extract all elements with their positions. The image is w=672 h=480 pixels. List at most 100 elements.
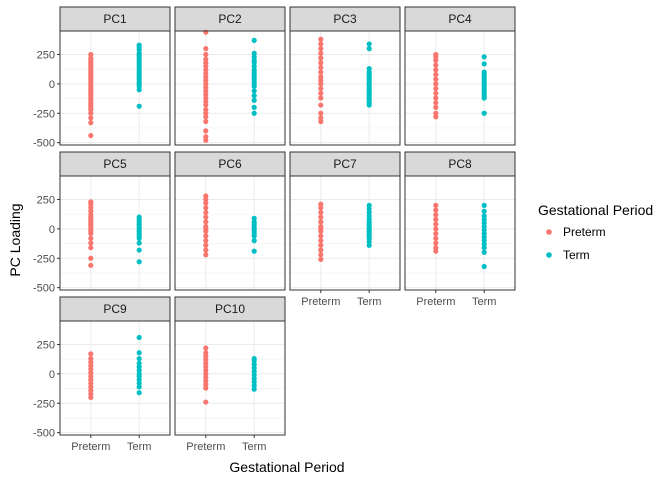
y-tick-label: -500 [33,138,55,150]
data-point-preterm [318,247,324,253]
facet-strip-label: PC9 [103,302,127,316]
data-point-preterm [203,107,209,113]
panel-border [404,175,516,291]
data-point-preterm [203,238,209,244]
panel-background [60,176,170,290]
data-point-term [251,110,257,116]
panel-border [59,175,171,291]
data-point-preterm [88,356,94,362]
facet-panel-pc7: PC7 Preterm Term [289,151,401,308]
legend-key-preterm [546,229,552,235]
panel-background [405,176,515,290]
y-tick-label: 250 [37,50,55,62]
data-point-preterm [203,193,209,199]
data-point-term [136,259,142,265]
data-point-term [481,249,487,255]
x-tick-label: Preterm [71,441,110,453]
panel-background [290,31,400,145]
data-point-preterm [433,104,439,110]
data-point-preterm [318,85,324,92]
data-point-preterm [88,132,94,139]
data-point-preterm [433,110,439,116]
facet-panel-pc9: PC9 250 0 -250 -500 Preterm Term [33,296,171,453]
data-point-preterm [203,214,209,220]
data-point-preterm [88,245,94,251]
data-point-term [366,66,372,72]
data-point-term [251,37,257,44]
data-point-preterm [203,134,209,140]
data-point-term [136,247,142,253]
facet-panel-pc8: PC8 Preterm Term [404,151,516,308]
data-point-preterm [318,110,324,116]
panel-border [174,175,286,291]
data-point-preterm [88,115,94,121]
data-point-preterm [433,85,439,92]
data-point-preterm [318,60,324,66]
data-point-term [251,50,257,56]
data-point-preterm [203,345,209,351]
data-point-preterm [318,233,324,239]
data-point-term [251,104,257,110]
data-point-preterm [203,118,209,125]
legend-label-term: Term [563,248,590,262]
data-point-preterm [318,219,324,225]
data-point-preterm [203,209,209,216]
data-point-preterm [318,95,324,101]
data-point-preterm [88,351,94,357]
data-point-term [251,248,257,254]
panel-background [175,321,285,435]
facet-panel-pc4: PC4 [404,6,516,146]
data-point-preterm [433,76,439,82]
facet-strip [404,6,516,32]
data-point-preterm [88,235,94,241]
data-point-preterm [318,46,324,52]
legend-label-preterm: Preterm [563,225,606,239]
data-point-term [481,61,487,67]
data-point-preterm [318,50,324,56]
facet-strip [404,151,516,177]
data-point-preterm [203,350,209,356]
facet-panel-pc6: PC6 [174,151,286,291]
data-point-term [136,350,142,356]
data-point-term [481,110,487,116]
y-tick-label: -250 [33,398,55,410]
panel-border [289,175,401,291]
data-point-preterm [433,235,439,241]
facet-strip-label: PC8 [448,157,472,171]
data-point-preterm [318,252,324,258]
panel-border [404,30,516,146]
facet-strip-label: PC6 [218,157,242,171]
data-point-preterm [318,238,324,244]
panel-border [174,320,286,436]
y-tick-label: 0 [49,369,55,381]
data-point-preterm [318,90,324,96]
data-point-preterm [88,262,94,268]
facet-strip-label: PC4 [448,12,472,26]
data-point-preterm [88,120,94,126]
data-point-preterm [433,71,439,78]
data-point-preterm [433,216,439,223]
facet-strip-label: PC10 [215,302,245,316]
x-tick-label: Term [242,441,266,453]
data-point-preterm [318,115,324,121]
data-point-term [136,356,142,362]
x-axis-title: Gestational Period [229,459,344,475]
panel-border [59,30,171,146]
data-point-preterm [203,128,209,134]
data-point-preterm [433,230,439,237]
data-point-preterm [318,201,324,207]
facet-strip-label: PC7 [333,157,357,171]
data-point-preterm [433,202,439,208]
facet-panel-pc3: PC3 [289,6,401,146]
facet-strip-label: PC1 [103,12,127,26]
y-tick-label: 250 [37,340,55,352]
panel-background [60,321,170,435]
y-axis-title: PC Loading [7,203,23,276]
data-point-term [481,54,487,60]
facet-panel-pc1: PC1 250 0 -250 -500 [33,6,171,150]
panel-background [60,31,170,145]
data-point-preterm [318,64,324,71]
data-point-preterm [433,212,439,218]
